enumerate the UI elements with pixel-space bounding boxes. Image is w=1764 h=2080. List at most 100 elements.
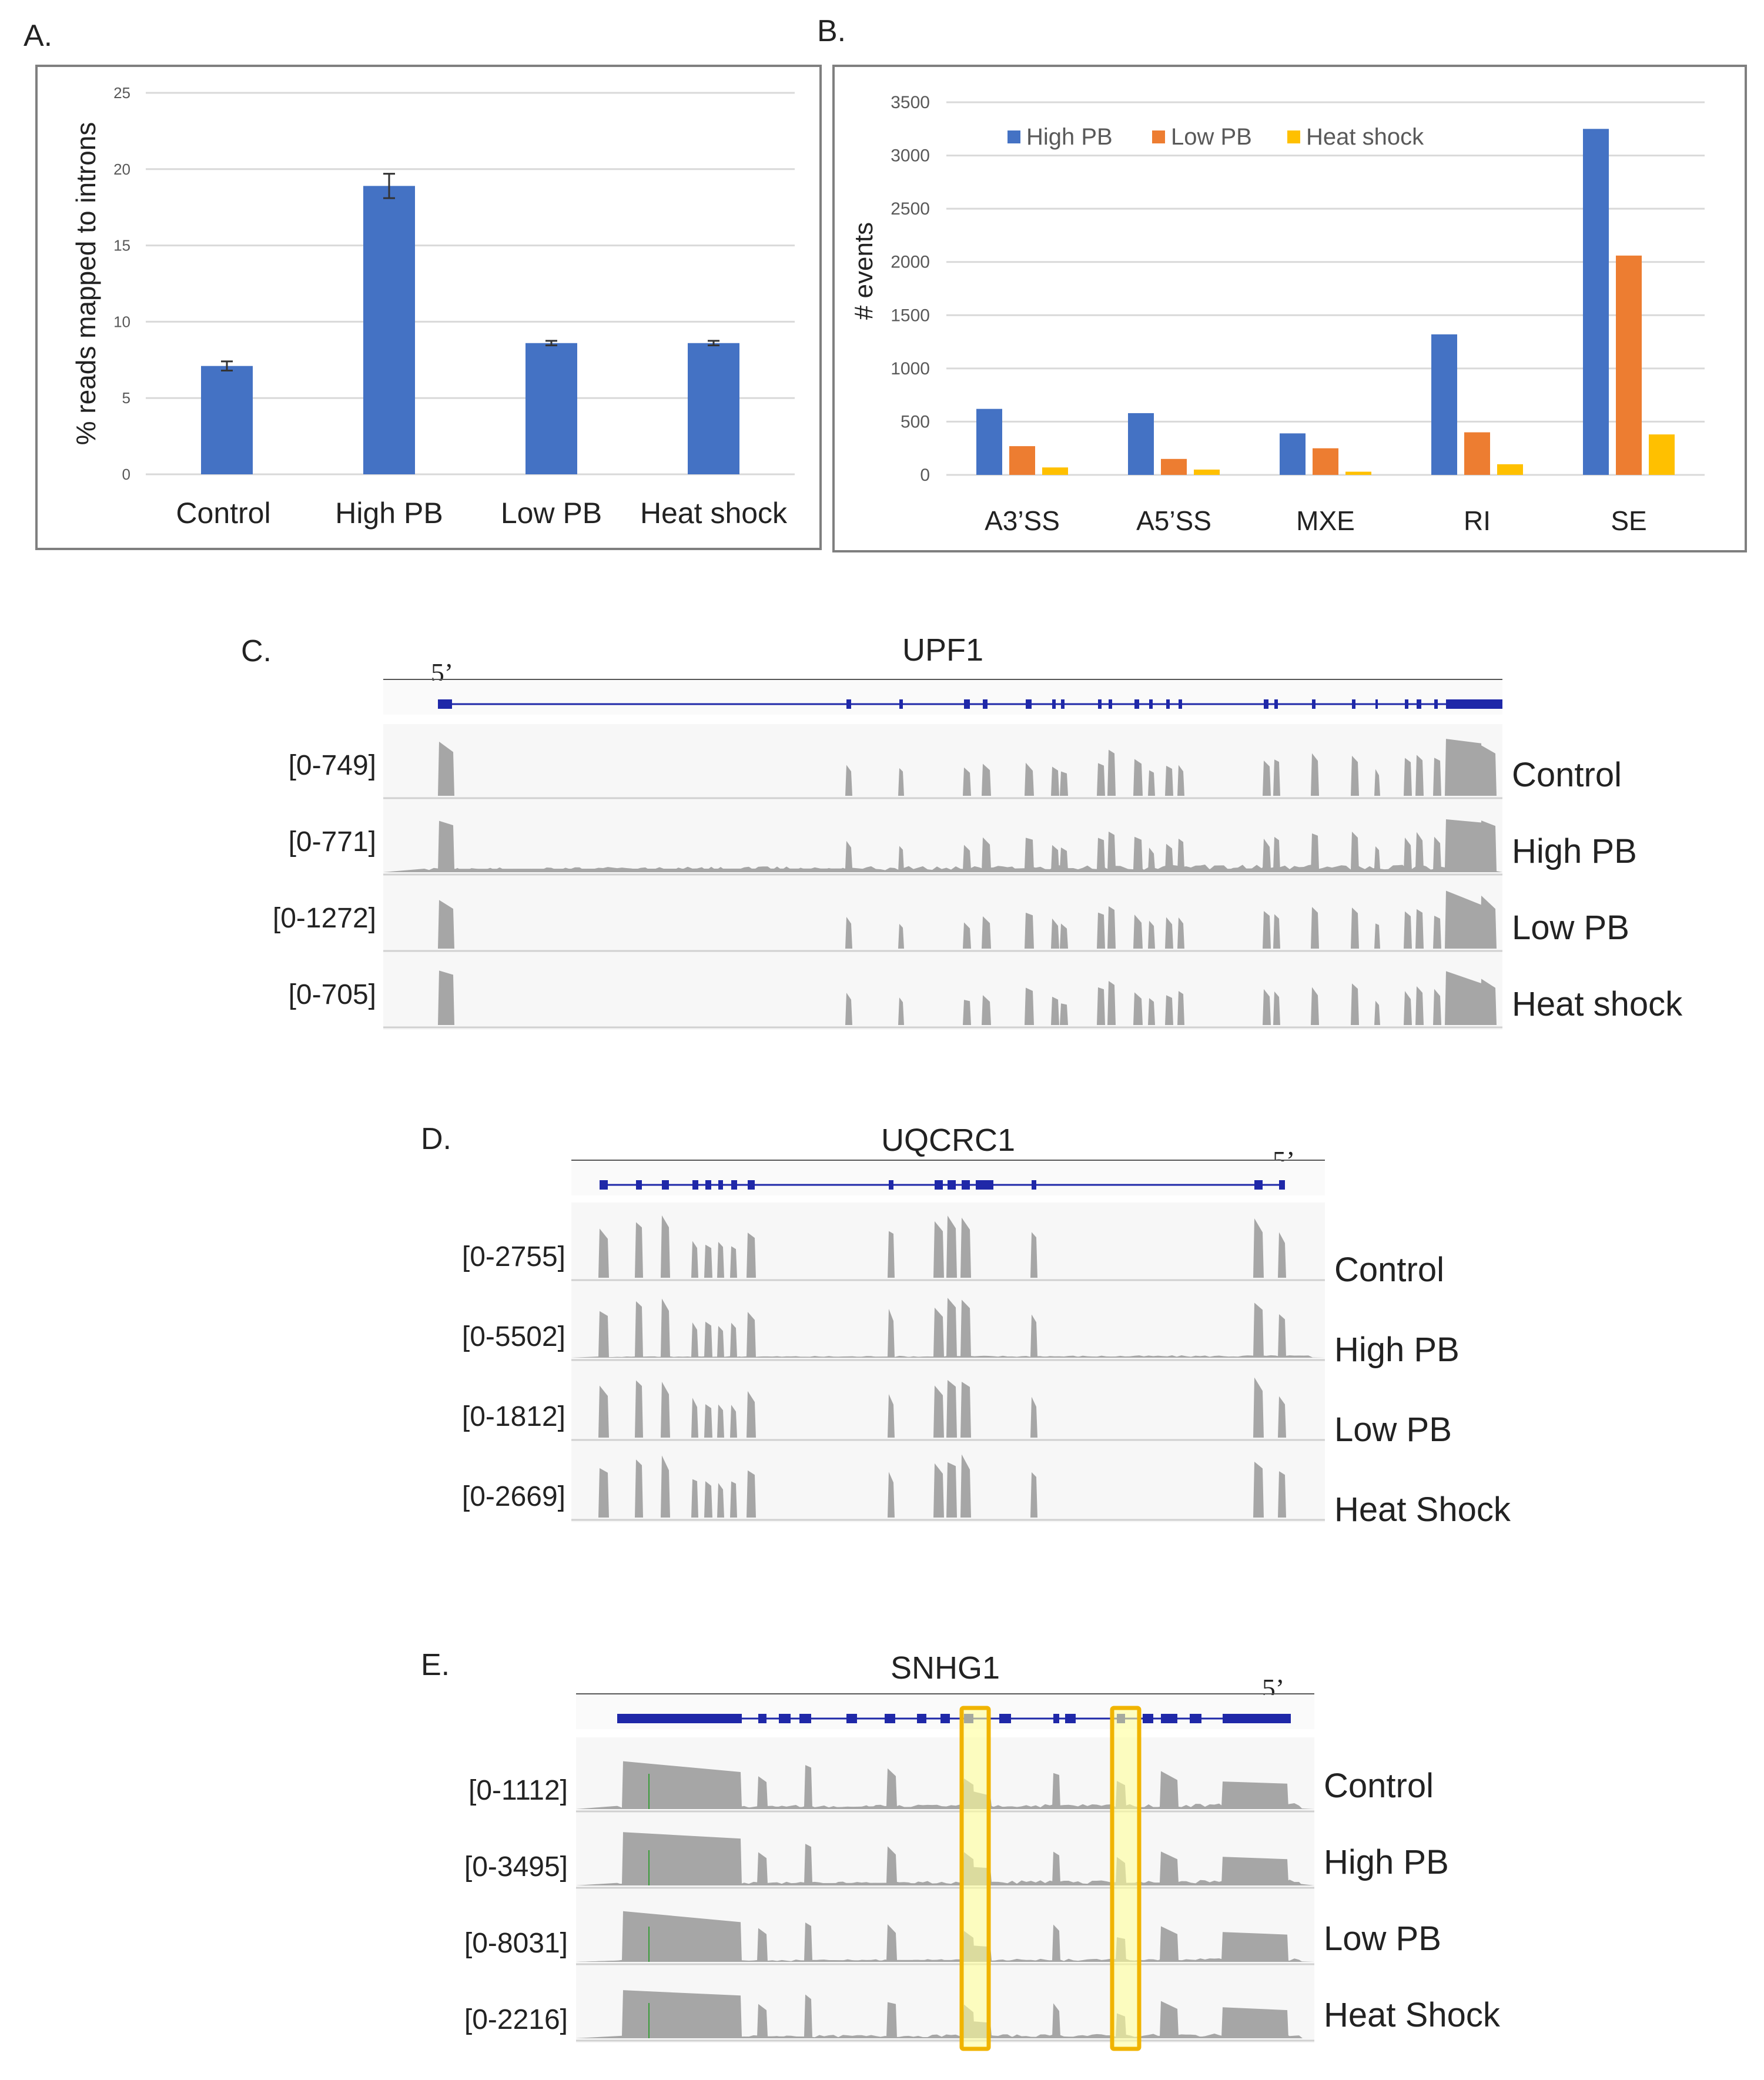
coverage-track — [383, 890, 1502, 949]
chart-a: 0 5 10 15 20 25 % reads mapped to introns Contr… — [35, 65, 822, 550]
exon — [1166, 699, 1170, 709]
exon — [748, 1180, 755, 1190]
exon — [1446, 699, 1502, 709]
legend-entry: Heat shock — [1306, 124, 1424, 150]
legend-entry: Low PB — [1171, 124, 1252, 150]
legend-swatch — [1152, 130, 1165, 143]
y-tick-label: 1000 — [891, 359, 930, 379]
exon — [940, 1714, 950, 1723]
gene-row-bg — [571, 1161, 1325, 1195]
exon — [885, 1714, 895, 1723]
panel-label-c: C. — [241, 634, 272, 668]
exon — [1053, 1714, 1059, 1723]
track-range: [0-8031] — [464, 1928, 568, 1959]
exon — [1190, 1714, 1201, 1723]
panel-label-e: E. — [421, 1648, 450, 1682]
coverage-track — [576, 1911, 1314, 1962]
y-tick-label: 15 — [113, 237, 130, 254]
track-range: [0-705] — [289, 979, 376, 1010]
coverage-track — [383, 819, 1502, 872]
bar — [1497, 464, 1523, 475]
y-tick-label: 25 — [113, 84, 130, 102]
track-label: Control — [1324, 1767, 1434, 1805]
x-tick-label: A3’SS — [985, 505, 1060, 536]
bar — [1194, 469, 1220, 475]
exon — [1254, 1180, 1263, 1190]
bar — [1583, 129, 1609, 475]
track-range: [0-1812] — [462, 1401, 565, 1432]
exon — [1279, 1180, 1285, 1190]
y-tick-label: 20 — [113, 160, 130, 178]
chart-b: 0 500 1000 1500 2000 2500 3000 3500 # events A3’S… — [832, 65, 1747, 552]
track-range: [0-749] — [289, 750, 376, 781]
track-bg — [383, 800, 1502, 877]
coverage-track — [571, 1377, 1325, 1438]
exon — [962, 1180, 970, 1190]
coverage-track — [576, 1990, 1314, 2038]
track-range: [0-1272] — [273, 903, 376, 934]
exon — [1032, 1180, 1036, 1190]
track-range: [0-1112] — [468, 1775, 568, 1806]
exon — [636, 1180, 642, 1190]
exon — [948, 1180, 956, 1190]
x-tick-label: RI — [1464, 505, 1491, 536]
exon — [438, 699, 452, 709]
gene-row-bg — [576, 1695, 1314, 1729]
panel-label-d: D. — [421, 1122, 451, 1156]
bar — [1280, 433, 1306, 475]
exon — [1149, 699, 1153, 709]
exon — [1264, 699, 1268, 709]
panel-label-a: A. — [24, 19, 52, 53]
y-tick-label: 2000 — [891, 253, 930, 272]
bar — [976, 408, 1002, 475]
track-label: High PB — [1324, 1843, 1449, 1881]
coverage-track — [576, 1761, 1314, 1809]
coverage-track — [571, 1215, 1325, 1278]
bar — [688, 343, 739, 474]
exon — [1143, 1714, 1153, 1723]
exon — [758, 1714, 766, 1723]
exon — [1223, 1714, 1291, 1723]
y-tick-label: 3500 — [891, 93, 930, 112]
bar — [363, 186, 415, 474]
exon — [1098, 699, 1102, 709]
legend-swatch — [1007, 130, 1020, 143]
bar — [1649, 434, 1675, 475]
legend-entry: High PB — [1026, 124, 1113, 150]
bar — [1616, 255, 1642, 475]
exon — [846, 699, 851, 709]
exon — [1434, 699, 1438, 709]
chart-a-frame — [35, 65, 822, 550]
exon — [889, 1180, 893, 1190]
track-label: Control — [1334, 1251, 1444, 1289]
exon — [1134, 699, 1139, 709]
highlight-box — [959, 1706, 991, 2051]
exon — [617, 1714, 742, 1723]
exon — [799, 1714, 811, 1723]
exon — [899, 699, 903, 709]
panel-label-b: B. — [817, 14, 846, 48]
track-label: High PB — [1334, 1331, 1460, 1369]
exon — [964, 699, 970, 709]
y-tick-label: 1500 — [891, 306, 930, 325]
exon — [1375, 699, 1378, 709]
x-tick-label: Low PB — [501, 497, 602, 530]
coverage-track — [383, 739, 1502, 796]
track-range: [0-2216] — [464, 2004, 568, 2035]
track-label: Heat Shock — [1324, 1996, 1501, 2034]
gene-title: UPF1 — [902, 632, 983, 668]
exon — [1052, 699, 1056, 709]
track-label: Heat Shock — [1334, 1491, 1511, 1529]
exon — [1274, 699, 1278, 709]
track-label: Low PB — [1512, 909, 1629, 947]
exon — [1026, 699, 1032, 709]
exon — [718, 1180, 723, 1190]
x-tick-label: High PB — [335, 497, 443, 530]
y-tick-label: 500 — [901, 412, 930, 431]
exon — [692, 1180, 698, 1190]
coverage-track — [571, 1298, 1325, 1358]
y-tick-label: 0 — [920, 465, 930, 485]
